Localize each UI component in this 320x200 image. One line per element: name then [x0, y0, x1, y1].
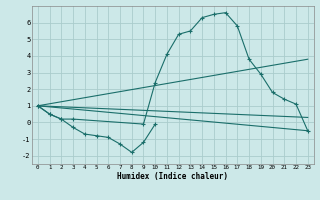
- X-axis label: Humidex (Indice chaleur): Humidex (Indice chaleur): [117, 172, 228, 181]
